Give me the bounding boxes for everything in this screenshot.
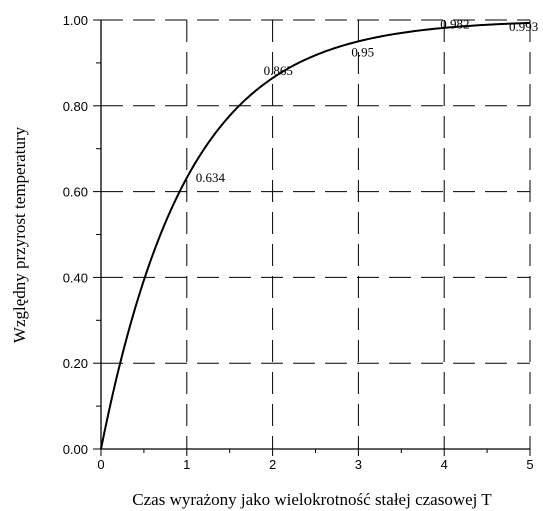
x-tick-label: 2: [269, 457, 276, 472]
data-label: 0.634: [196, 170, 226, 185]
y-tick-label: 0.80: [63, 99, 88, 114]
x-tick-label: 1: [183, 457, 190, 472]
data-label: 0.865: [264, 63, 293, 78]
x-tick-label: 5: [526, 457, 533, 472]
y-tick-label: 0.00: [63, 442, 88, 457]
grid: [101, 19, 531, 449]
y-tick-label: 0.40: [63, 270, 88, 285]
y-tick-label: 0.20: [63, 356, 88, 371]
data-label: 0.993: [509, 19, 538, 34]
annotations: 0.634 0.865 0.95 0.982 0.993: [196, 17, 538, 185]
ticks: 0 1 2 3 4 5 0.00 0.20 0.40 0.60 0.80 1.00: [63, 13, 534, 472]
axes: [100, 20, 530, 450]
x-axis-label: Czas wyrażony jako wielokrotność stałej …: [132, 490, 492, 509]
y-tick-label: 0.60: [63, 185, 88, 200]
series-line: [100, 21, 531, 450]
x-tick-label: 4: [441, 457, 448, 472]
y-tick-label: 1.00: [63, 13, 88, 28]
data-label: 0.95: [351, 44, 374, 59]
series: [100, 21, 531, 450]
data-label: 0.982: [440, 17, 469, 32]
x-tick-label: 3: [355, 457, 362, 472]
y-axis-label: Względny przyrost temperatury: [10, 126, 29, 343]
x-tick-label: 0: [97, 457, 104, 472]
